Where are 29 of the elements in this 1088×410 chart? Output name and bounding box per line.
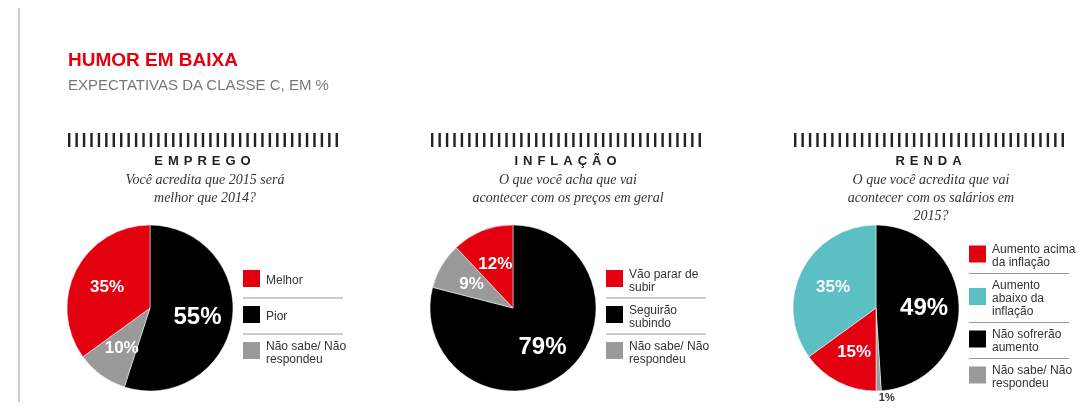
text: EXPECTATIVAS DA CLASSE C, EM % bbox=[68, 76, 329, 93]
data-label: 55% bbox=[173, 301, 222, 329]
data-label: 9% bbox=[459, 274, 484, 294]
text: HUMOR EM BAIXA bbox=[68, 49, 239, 70]
legend-label: Não sabe/ Não respondeu bbox=[629, 338, 710, 366]
legend-label: Seguirão subindo bbox=[629, 302, 678, 330]
legend-label: Não sofrerão aumento bbox=[992, 327, 1062, 355]
legend-label: Melhor bbox=[266, 273, 303, 288]
chart-title: RENDA bbox=[895, 153, 967, 168]
legend-label: Vão parar de subir bbox=[629, 266, 699, 294]
chart-title: EMPREGO bbox=[154, 153, 256, 168]
pie-slice bbox=[429, 224, 597, 392]
chart-subtitle: Você acredita que 2015 será melhor que 2014? bbox=[125, 172, 285, 205]
chart-title: INFLAÇÃO bbox=[514, 153, 622, 168]
data-label: 15% bbox=[837, 341, 872, 361]
legend-label: Aumento abaixo da inflação bbox=[992, 278, 1045, 319]
data-label: 49% bbox=[900, 292, 949, 320]
legend-label: Pior bbox=[266, 309, 288, 324]
legend-label: Aumento acima da inflação bbox=[992, 242, 1076, 270]
data-label: 35% bbox=[816, 277, 851, 297]
legend-label: Não sabe/ Não respondeu bbox=[266, 338, 347, 366]
data-label: 1% bbox=[878, 390, 895, 403]
chart-subtitle: O que você acha que vai acontecer com os preços em geral bbox=[472, 172, 664, 205]
data-label: 12% bbox=[478, 254, 513, 274]
data-label: 79% bbox=[518, 332, 567, 360]
chart-subtitle: O que você acredita que vai acontecer com os salários em 2015? bbox=[847, 172, 1015, 223]
legend-label: Não sabe/ Não respondeu bbox=[992, 363, 1073, 391]
data-label: 10% bbox=[104, 337, 139, 357]
data-label: 35% bbox=[90, 277, 125, 297]
